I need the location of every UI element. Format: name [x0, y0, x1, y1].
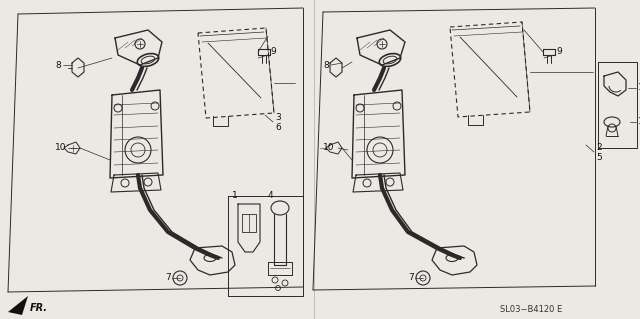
- Text: SL03−B4120 E: SL03−B4120 E: [500, 306, 563, 315]
- Text: 7: 7: [165, 273, 171, 283]
- Text: 9: 9: [556, 48, 562, 56]
- Text: 7: 7: [408, 273, 413, 283]
- Text: FR.: FR.: [30, 303, 48, 313]
- Text: 3: 3: [275, 114, 281, 122]
- Text: 5: 5: [596, 153, 602, 162]
- Text: 8: 8: [323, 61, 329, 70]
- Text: 8: 8: [55, 61, 61, 70]
- Text: 2: 2: [596, 144, 602, 152]
- Text: 10: 10: [323, 144, 335, 152]
- Text: 12: 12: [638, 83, 640, 92]
- Text: 1: 1: [232, 191, 237, 201]
- Text: 6: 6: [275, 123, 281, 132]
- Text: 11: 11: [638, 117, 640, 127]
- Text: 9: 9: [270, 48, 276, 56]
- Text: 10: 10: [55, 144, 67, 152]
- Polygon shape: [8, 296, 28, 315]
- Text: 4: 4: [268, 191, 274, 201]
